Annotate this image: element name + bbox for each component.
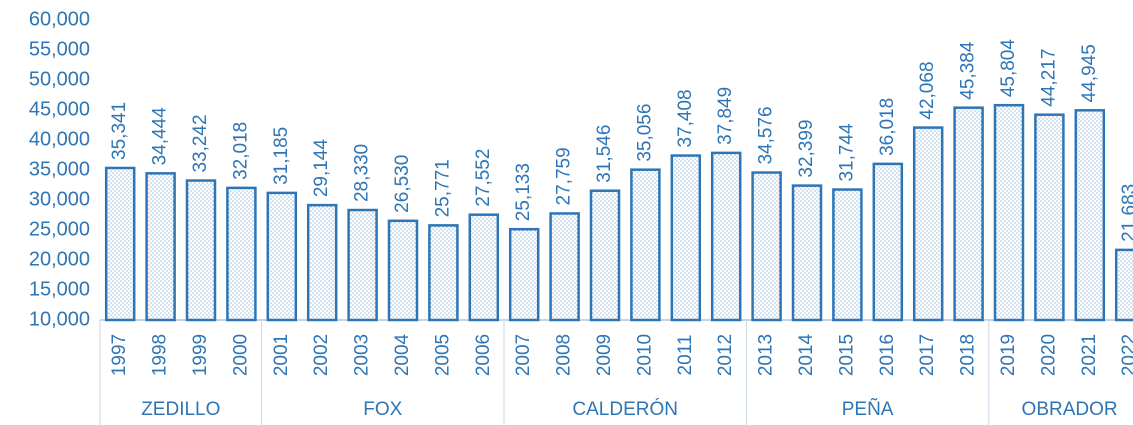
- bar: [953, 106, 984, 322]
- value-label: 31,185: [271, 127, 292, 185]
- x-tick-label: 2013: [756, 334, 777, 376]
- x-tick-label: 2016: [877, 334, 898, 376]
- x-tick-label: 2008: [554, 334, 575, 376]
- value-label: 45,804: [998, 39, 1019, 98]
- bar: [751, 171, 782, 322]
- group-label: OBRADOR: [1022, 399, 1118, 420]
- x-tick-label: 2015: [836, 334, 857, 376]
- y-tick-label: 60,000: [29, 8, 90, 30]
- bar: [589, 189, 621, 322]
- group-label: FOX: [363, 399, 402, 420]
- x-tick-label: 2001: [271, 334, 292, 376]
- value-label: 44,217: [1038, 49, 1059, 107]
- value-label: 28,330: [352, 144, 373, 202]
- value-label: 32,018: [230, 122, 251, 180]
- value-label: 27,759: [554, 147, 575, 205]
- bar: [387, 219, 419, 322]
- x-tick-label: 2005: [432, 334, 453, 376]
- x-tick-label: 2002: [311, 334, 332, 376]
- group-label: CALDERÓN: [572, 398, 678, 420]
- value-label: 34,576: [756, 106, 777, 164]
- value-label: 34,444: [150, 107, 171, 166]
- y-tick-label: 15,000: [29, 278, 90, 300]
- value-label: 21,683: [1119, 184, 1133, 242]
- y-tick-label: 40,000: [29, 128, 90, 150]
- x-tick-label: 2010: [634, 334, 655, 376]
- bar: [710, 151, 742, 322]
- x-tick-label: 1997: [109, 334, 130, 376]
- bar: [912, 126, 944, 322]
- y-tick-label: 35,000: [29, 158, 90, 180]
- value-label: 45,384: [958, 41, 979, 100]
- value-label: 27,552: [473, 149, 494, 207]
- group-label: PEÑA: [842, 398, 894, 420]
- value-label: 25,771: [432, 159, 453, 217]
- bar: [226, 186, 257, 322]
- value-label: 31,744: [836, 123, 857, 182]
- value-label: 44,945: [1079, 44, 1100, 102]
- bar: [185, 179, 217, 322]
- bar: [832, 188, 863, 322]
- x-tick-label: 2014: [796, 333, 817, 376]
- y-tick-label: 30,000: [29, 188, 90, 210]
- bar: [1114, 248, 1133, 322]
- group-label: ZEDILLO: [141, 399, 220, 420]
- x-tick-label: 2000: [230, 334, 251, 376]
- value-label: 33,242: [190, 114, 211, 172]
- bar: [872, 162, 904, 322]
- bar: [145, 172, 176, 322]
- x-tick-label: 2007: [513, 334, 534, 376]
- y-tick-label: 25,000: [29, 218, 90, 240]
- bar: [428, 224, 459, 322]
- value-label: 26,530: [392, 155, 413, 213]
- x-tick-label: 2004: [392, 333, 413, 376]
- x-tick-label: 2003: [352, 334, 373, 376]
- y-tick-label: 10,000: [29, 308, 90, 330]
- y-tick-label: 50,000: [29, 68, 90, 90]
- x-tick-label: 1999: [190, 334, 211, 376]
- x-tick-label: 2019: [998, 334, 1019, 376]
- x-tick-label: 2022: [1119, 334, 1133, 376]
- x-tick-label: 2011: [675, 335, 696, 376]
- bar: [266, 191, 298, 322]
- value-label: 32,399: [796, 119, 817, 177]
- bar: [306, 203, 338, 322]
- y-tick-label: 45,000: [29, 98, 90, 120]
- value-label: 31,546: [594, 125, 615, 183]
- y-tick-label: 55,000: [29, 38, 90, 60]
- x-tick-label: 1998: [150, 334, 171, 376]
- y-tick-label: 20,000: [29, 248, 90, 270]
- value-label: 35,056: [634, 104, 655, 162]
- bar: [508, 227, 540, 322]
- bar: [104, 166, 136, 322]
- x-tick-label: 2020: [1038, 334, 1059, 376]
- bar: [670, 154, 702, 322]
- x-tick-label: 2012: [715, 334, 736, 376]
- bar: [1074, 109, 1106, 322]
- value-label: 25,133: [513, 163, 534, 221]
- x-tick-label: 2018: [958, 334, 979, 376]
- value-label: 36,018: [877, 98, 898, 156]
- bar: [347, 208, 378, 322]
- value-label: 29,144: [311, 139, 332, 198]
- bar: [1034, 113, 1065, 322]
- value-label: 42,068: [917, 61, 938, 119]
- bar: [549, 212, 580, 322]
- value-label: 35,341: [109, 102, 130, 160]
- value-label: 37,849: [715, 87, 736, 145]
- bar: [993, 103, 1025, 322]
- x-tick-label: 2021: [1079, 334, 1100, 376]
- x-tick-label: 2009: [594, 334, 615, 376]
- bar: [630, 168, 661, 322]
- bar: [791, 184, 823, 322]
- x-tick-label: 2017: [917, 334, 938, 376]
- bar: [468, 213, 500, 322]
- value-label: 37,408: [675, 89, 696, 147]
- x-tick-label: 2006: [473, 334, 494, 376]
